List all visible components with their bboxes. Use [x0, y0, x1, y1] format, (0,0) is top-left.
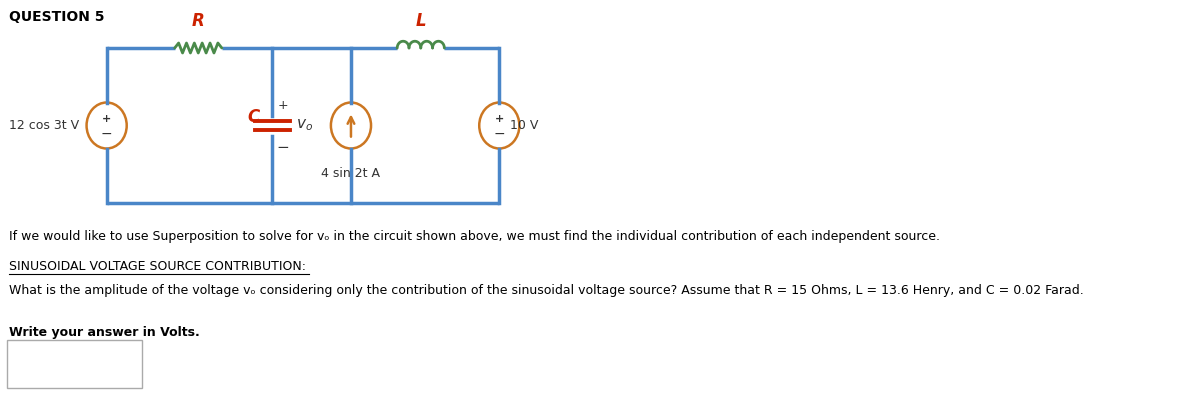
Text: −: − — [493, 126, 505, 140]
Text: +: + — [494, 113, 504, 124]
Text: If we would like to use Superposition to solve for vₒ in the circuit shown above: If we would like to use Superposition to… — [8, 230, 940, 243]
Text: Write your answer in Volts.: Write your answer in Volts. — [8, 326, 199, 339]
Text: L: L — [415, 12, 426, 30]
Text: −: − — [276, 140, 289, 155]
Text: 12 cos 3t V: 12 cos 3t V — [8, 119, 79, 132]
Text: R: R — [192, 12, 205, 30]
Text: $v_o$: $v_o$ — [296, 118, 313, 133]
Text: −: − — [101, 126, 113, 140]
Text: What is the amplitude of the voltage vₒ considering only the contribution of the: What is the amplitude of the voltage vₒ … — [8, 284, 1084, 297]
Text: +: + — [102, 113, 112, 124]
Text: C: C — [247, 109, 259, 126]
Text: QUESTION 5: QUESTION 5 — [8, 10, 104, 24]
Text: 10 V: 10 V — [510, 119, 538, 132]
Text: SINUSOIDAL VOLTAGE SOURCE CONTRIBUTION:: SINUSOIDAL VOLTAGE SOURCE CONTRIBUTION: — [8, 260, 306, 273]
Text: +: + — [277, 99, 288, 112]
Text: 4 sin 2t A: 4 sin 2t A — [322, 168, 380, 180]
FancyBboxPatch shape — [7, 340, 142, 388]
